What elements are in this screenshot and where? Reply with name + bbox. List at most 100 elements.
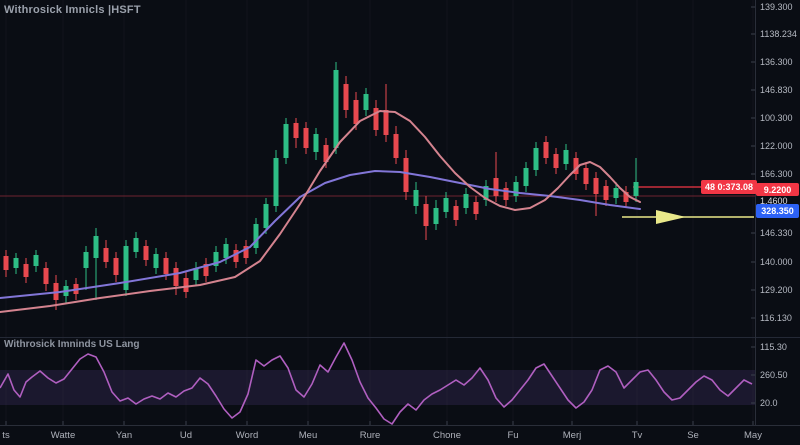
candle-body (603, 186, 609, 200)
candle-body (243, 246, 249, 258)
candle-body (153, 254, 159, 268)
price-axis-border (755, 0, 756, 425)
candle-body (213, 252, 219, 266)
candle-body (283, 124, 289, 158)
current-price-badge: 9.2200 (756, 183, 799, 196)
price-axis-label: 1138.234 (760, 29, 797, 39)
chart-canvas[interactable] (0, 0, 756, 425)
oscillator-line (0, 342, 753, 425)
candle-body (23, 264, 29, 277)
candle-body (613, 188, 619, 198)
candle-body (323, 145, 329, 162)
candle-body (573, 158, 579, 174)
candle-body (583, 168, 589, 184)
candle-body (143, 246, 149, 260)
time-axis-label: Se (687, 430, 699, 441)
symbol-title: Withrosick Imnicls |HSFT (4, 4, 141, 16)
candle-body (493, 178, 499, 196)
candle-body (13, 258, 19, 268)
candle-body (253, 224, 259, 248)
time-axis-label: Ud (179, 430, 193, 441)
countdown-label: 1.4600 (760, 196, 788, 206)
price-axis-label: 100.300 (760, 113, 793, 123)
candle-body (553, 154, 559, 168)
candle-body (273, 158, 279, 206)
candle-body (3, 256, 9, 270)
price-axis-label: 116.130 (760, 313, 792, 323)
candle-body (183, 278, 189, 292)
price-axis[interactable]: 139.300 1138.234 136.300 146.830 100.300 122.… (756, 0, 800, 425)
candle-body (363, 94, 369, 110)
candle-body (423, 204, 429, 226)
pane-resize-divider[interactable] (0, 337, 800, 338)
time-axis-label: Merj (562, 430, 582, 441)
candle-body (633, 182, 639, 196)
candle-body (343, 84, 349, 110)
time-axis-label: May (744, 430, 762, 441)
candle-body (163, 258, 169, 274)
price-axis-label: 260.50 (760, 370, 788, 380)
price-axis-label: 20.0 (760, 398, 778, 408)
candle-body (543, 142, 549, 158)
time-axis-label: Rure (359, 430, 381, 441)
candle-body (393, 134, 399, 158)
price-axis-label: 146.330 (760, 228, 793, 238)
candle-body (373, 108, 379, 130)
candle-body (113, 258, 119, 275)
candle-body (413, 190, 419, 206)
candle-body (333, 70, 339, 148)
oscillator-band (0, 370, 756, 405)
candle-body (433, 208, 439, 224)
candle-body (43, 268, 49, 284)
right-arrow-marker (656, 210, 686, 224)
price-tag-badge: 48 0:373.08 (701, 180, 758, 194)
candle-body (233, 250, 239, 262)
candle-body (523, 168, 529, 186)
candle-body (33, 255, 39, 266)
candle-body (563, 150, 569, 164)
price-axis-label: 139.300 (760, 2, 793, 12)
price-axis-label: 129.200 (760, 285, 793, 295)
ma-purple (0, 170, 641, 299)
time-axis-label: Fu (507, 430, 519, 441)
candle-body (533, 148, 539, 170)
time-axis-label: Yan (115, 430, 133, 441)
candle-body (383, 110, 389, 135)
candle-body (513, 182, 519, 196)
time-axis-label: Chone (433, 430, 461, 441)
candle-body (483, 186, 489, 200)
candle-body (463, 194, 469, 208)
price-axis-label: 146.830 (760, 85, 793, 95)
candle-body (93, 236, 99, 258)
candle-body (293, 123, 299, 138)
price-axis-label: 136.300 (760, 57, 793, 67)
candle-body (623, 192, 629, 202)
price-axis-label: 140.000 (760, 257, 793, 267)
candle-body (133, 238, 139, 252)
price-axis-label: 115.30 (760, 342, 787, 352)
candle-body (403, 158, 409, 192)
price-axis-label: 166.300 (760, 169, 793, 179)
time-axis-label: Tv (631, 430, 643, 441)
price-axis-label: 122.000 (760, 141, 793, 151)
candle-body (223, 244, 229, 258)
ma-pink (0, 110, 641, 313)
candle-body (173, 268, 179, 286)
time-axis[interactable]: ts Watte Yan Ud Word Meu Rure Chone Fu Merj Tv Se Ma… (0, 426, 800, 445)
indicator-title: Withrosick Imninds US Lang (4, 339, 140, 350)
alert-price-badge[interactable]: 328.350 (756, 204, 799, 218)
candle-body (503, 188, 509, 200)
candle-body (123, 246, 129, 290)
candle-body (303, 128, 309, 148)
candle-body (313, 134, 319, 152)
candle-body (353, 100, 359, 124)
candle-body (263, 204, 269, 228)
candle-body (473, 202, 479, 214)
candle-body (193, 268, 199, 280)
time-axis-label: Word (235, 430, 259, 441)
time-axis-label: Watte (50, 430, 76, 441)
time-axis-divider (0, 425, 800, 426)
candle-body (203, 264, 209, 276)
candle-body (453, 206, 459, 220)
